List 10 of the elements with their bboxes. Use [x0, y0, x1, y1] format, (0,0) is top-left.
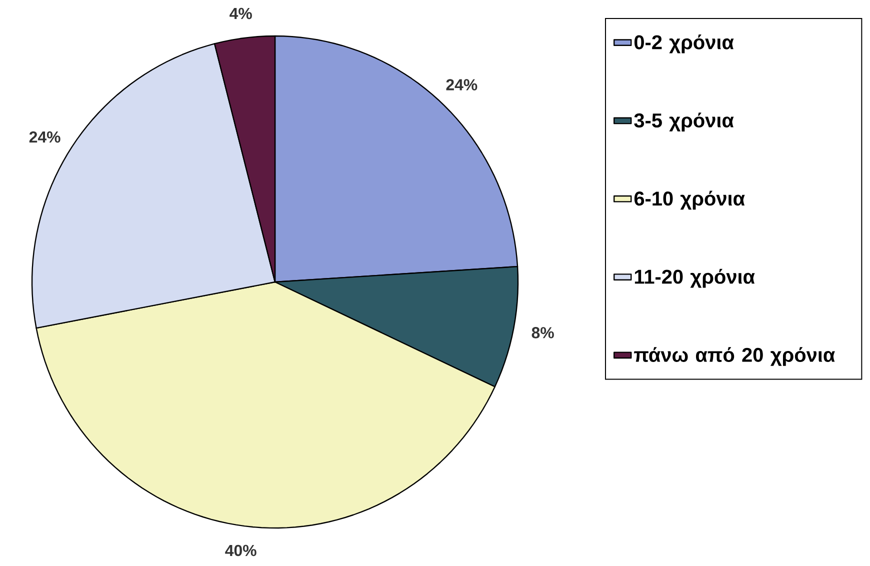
legend-label: 3-5 χρόνια: [634, 112, 734, 132]
legend-label: 6-10 χρόνια: [634, 190, 745, 210]
data-label: 8%: [532, 327, 554, 338]
data-label: 4%: [230, 8, 252, 20]
data-label: 24%: [446, 79, 478, 90]
legend-label: πάνω από 20 χρόνια: [634, 347, 835, 366]
legend-label: 11-20 χρόνια: [634, 268, 755, 288]
legend-label: 0-2 χρόνια: [634, 34, 734, 54]
data-label: 24%: [29, 131, 60, 143]
data-label: 40%: [225, 544, 256, 556]
